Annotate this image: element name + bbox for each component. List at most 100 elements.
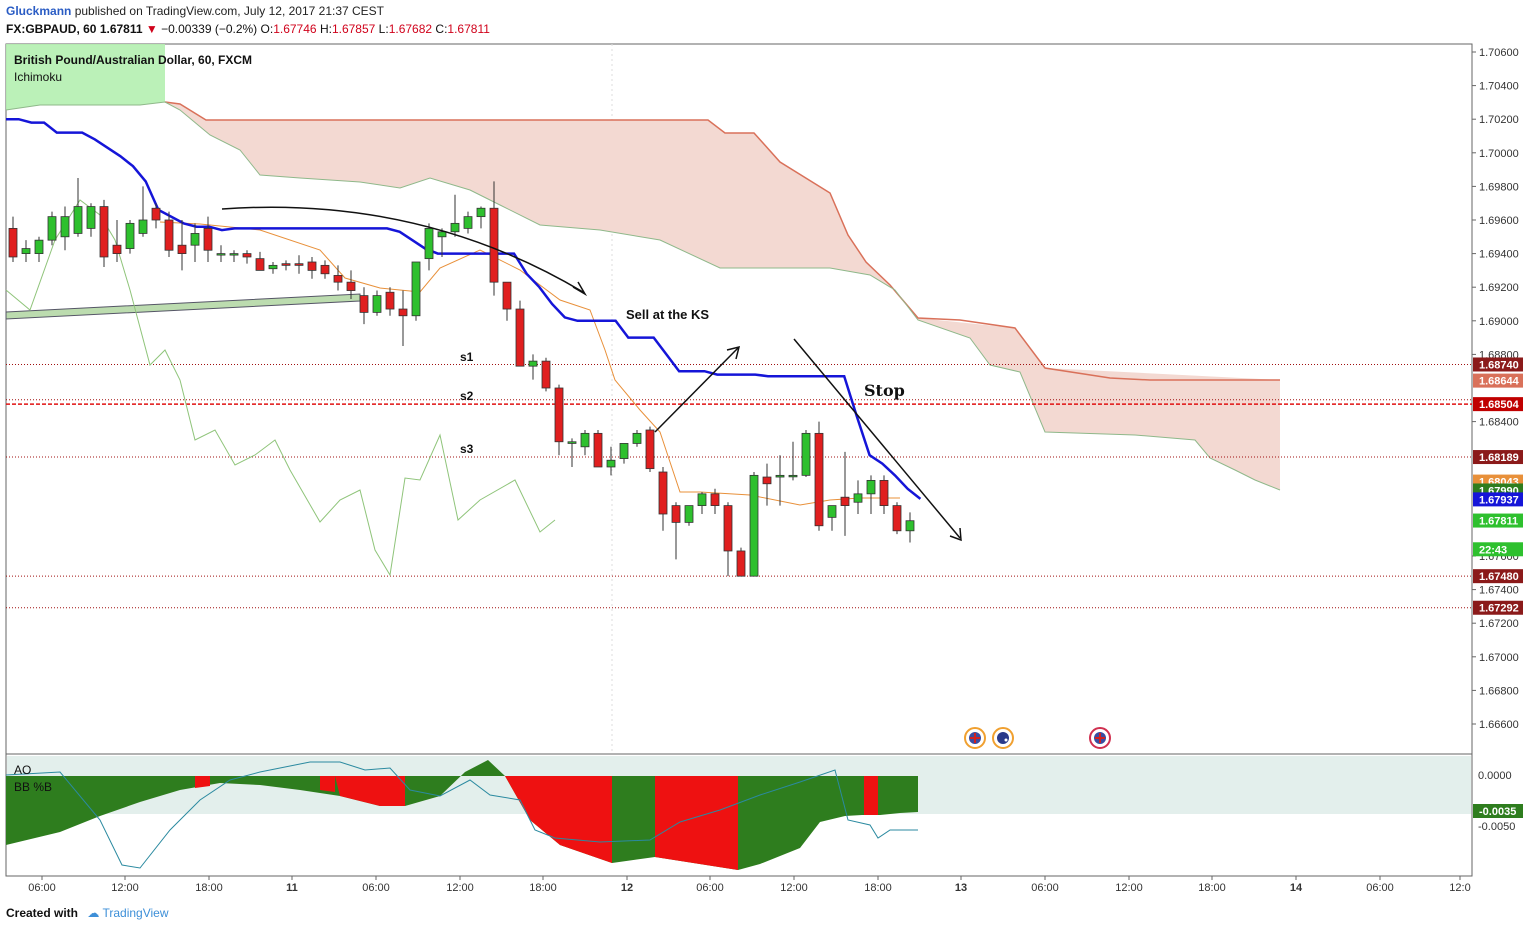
- candle: [8, 216, 18, 262]
- candle-body: [86, 206, 96, 229]
- candle-body: [229, 253, 239, 256]
- y-tick-label: 1.66800: [1479, 685, 1519, 697]
- candle: [34, 236, 44, 262]
- x-tick-label: 12:0: [1449, 882, 1470, 894]
- price-label-text: 1.68740: [1479, 359, 1519, 371]
- candle: [281, 260, 291, 271]
- bb-label[interactable]: BB %B: [14, 780, 53, 794]
- candle-body: [398, 308, 408, 317]
- candle: [671, 502, 681, 560]
- y-tick-label: 1.69400: [1479, 249, 1519, 261]
- candle: [242, 250, 252, 264]
- event-flag-uk[interactable]: [964, 727, 986, 749]
- candle: [567, 438, 577, 467]
- candle: [411, 261, 421, 321]
- candle-body: [372, 295, 382, 313]
- candle: [47, 211, 57, 246]
- candle-body: [541, 360, 551, 389]
- author-name[interactable]: Gluckmann: [6, 4, 72, 18]
- candle: [190, 223, 200, 262]
- candle-body: [34, 239, 44, 255]
- senkou-b-line: [164, 101, 1280, 381]
- s1-label: s1: [460, 350, 474, 364]
- price-axis[interactable]: 1.70600 1.70400 1.70200 1.70000 1.69800 1.696…: [1472, 47, 1519, 731]
- candle-body: [112, 244, 122, 254]
- candle-body: [879, 479, 889, 506]
- price-labels: 1.687401.686441.685041.681891.680431.679…: [1473, 357, 1523, 615]
- x-tick-label: 12: [621, 882, 633, 894]
- x-tick-label: 11: [286, 882, 298, 894]
- candle: [112, 220, 122, 262]
- price-label-text: 1.68644: [1479, 376, 1520, 388]
- ao-last-value: -0.0035: [1479, 806, 1516, 818]
- ao-last-badge: [1473, 804, 1523, 818]
- candle: [632, 430, 642, 447]
- y-tick-label: 1.69800: [1479, 181, 1519, 193]
- candle: [749, 472, 759, 577]
- tenkan-sen-line: [159, 221, 900, 506]
- candle: [216, 245, 226, 262]
- candle-body: [346, 281, 356, 291]
- change-arrow-icon: ▼: [145, 22, 158, 36]
- ao-red-area: [195, 760, 878, 870]
- y-tick-label: 1.70000: [1479, 148, 1519, 160]
- candles: [8, 178, 915, 577]
- x-tick-label: 06:00: [1366, 882, 1394, 894]
- x-tick-label: 06:00: [696, 882, 724, 894]
- candle: [853, 480, 863, 514]
- candle-body: [658, 471, 668, 515]
- candle-body: [320, 264, 330, 275]
- candle: [658, 466, 668, 531]
- event-flag-au[interactable]: [992, 727, 1014, 749]
- candle: [801, 430, 811, 478]
- ichimoku-cloud: [5, 44, 1281, 491]
- candle: [723, 502, 733, 577]
- up-arrow-head: [726, 345, 741, 360]
- price-label-badge: 22:43: [1473, 542, 1523, 557]
- indicator-legend[interactable]: Ichimoku: [14, 70, 63, 84]
- candle: [476, 206, 486, 229]
- candle: [307, 256, 317, 279]
- publish-line: Gluckmann published on TradingView.com, …: [6, 4, 384, 18]
- candle-body: [476, 207, 486, 218]
- candle: [333, 265, 343, 291]
- publish-info: published on TradingView.com, July 12, 2…: [74, 4, 385, 18]
- candle-body: [671, 505, 681, 523]
- y-tick-label: 1.69000: [1479, 316, 1519, 328]
- price-label-badge: 1.68740: [1473, 357, 1523, 372]
- cloud-bull: [6, 44, 165, 110]
- s2-label: s2: [460, 389, 474, 403]
- candle: [788, 441, 798, 481]
- change-value: −0.00339 (−0.2%): [161, 22, 258, 36]
- candle-body: [905, 520, 915, 532]
- price-label-badge: 1.67811: [1473, 513, 1523, 528]
- down-arrow: [793, 338, 961, 539]
- event-flag-uk-2[interactable]: [1089, 727, 1111, 749]
- y-tick-label: 1.69600: [1479, 215, 1519, 227]
- candle-body: [268, 264, 278, 270]
- x-tick-label: 18:00: [529, 882, 557, 894]
- chikou-span-line: [5, 199, 556, 577]
- candle: [450, 194, 460, 237]
- time-axis[interactable]: 06:00 12:00 18:00 11 06:00 12:00 18:00 12 06:00 1…: [28, 876, 1471, 894]
- tradingview-logo-link[interactable]: ☁ TradingView: [87, 906, 168, 920]
- candle-body: [723, 505, 733, 552]
- candle: [814, 421, 824, 531]
- candle-body: [528, 360, 538, 367]
- bb-percent-line: [5, 761, 918, 869]
- candle: [710, 488, 720, 514]
- price-label-text: 1.67292: [1479, 603, 1519, 615]
- candle-body: [255, 258, 265, 271]
- symbol-line: FX:GBPAUD, 60 1.67811 ▼ −0.00339 (−0.2%)…: [6, 22, 490, 36]
- high-value: 1.67857: [331, 22, 376, 36]
- price-label-text: 1.67937: [1479, 494, 1519, 506]
- candle: [502, 281, 512, 321]
- curved-arrow: [221, 206, 584, 293]
- ao-label[interactable]: AO: [14, 763, 32, 777]
- y-tick-label: 1.68400: [1479, 417, 1519, 429]
- created-with-text: Created with: [6, 906, 79, 920]
- candle-body: [632, 432, 642, 444]
- price-label-text: 22:43: [1479, 544, 1507, 556]
- candle-body: [892, 505, 902, 532]
